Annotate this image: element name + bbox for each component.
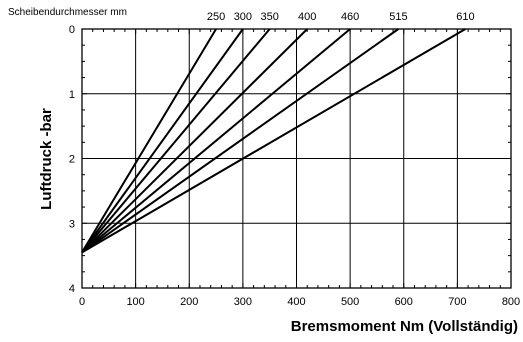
x-tick-label: 100 — [126, 296, 144, 308]
x-tick-label: 400 — [287, 296, 305, 308]
series-labels: 250 300 350 400 460 515 610 — [207, 11, 475, 23]
y-axis-title: Luftdruck -bar — [38, 108, 55, 210]
x-axis-title: Bremsmoment Nm (Vollständig) — [291, 318, 518, 335]
grid — [82, 29, 511, 288]
series-label-300: 300 — [234, 11, 252, 23]
x-tick-label: 600 — [395, 296, 413, 308]
series-label-610: 610 — [456, 11, 474, 23]
x-tick-label: 0 — [79, 296, 85, 308]
y-tick-label: 1 — [69, 89, 75, 101]
y-tick-label: 2 — [69, 154, 75, 166]
x-tick-label: 500 — [341, 296, 359, 308]
y-tick-label: 0 — [69, 24, 75, 36]
series-label-515: 515 — [389, 11, 407, 23]
series-label-250: 250 — [207, 11, 225, 23]
series-label-350: 350 — [261, 11, 279, 23]
series-line-400 — [81, 28, 308, 254]
x-tick-label: 300 — [234, 296, 252, 308]
x-tick-label: 700 — [448, 296, 466, 308]
x-tick-label: 800 — [502, 296, 520, 308]
series-line-250 — [81, 28, 217, 253]
series-line-350 — [81, 28, 271, 254]
series-line-610 — [81, 28, 466, 254]
y-axis-tick-labels: 0 1 2 3 4 — [69, 24, 75, 295]
series-label-400: 400 — [298, 11, 316, 23]
x-tick-label: 200 — [180, 296, 198, 308]
legend-title: Scheibendurchmesser mm — [8, 7, 127, 18]
x-axis-tick-labels: 0 100 200 300 400 500 600 700 800 — [79, 296, 520, 308]
series-line-300 — [81, 28, 244, 253]
series-line-460 — [81, 28, 351, 254]
y-tick-label: 4 — [69, 283, 75, 295]
series-lines — [81, 28, 466, 254]
y-tick-label: 3 — [69, 218, 75, 230]
series-label-460: 460 — [341, 11, 359, 23]
axis-ticks — [81, 28, 512, 289]
series-line-515 — [81, 28, 399, 254]
